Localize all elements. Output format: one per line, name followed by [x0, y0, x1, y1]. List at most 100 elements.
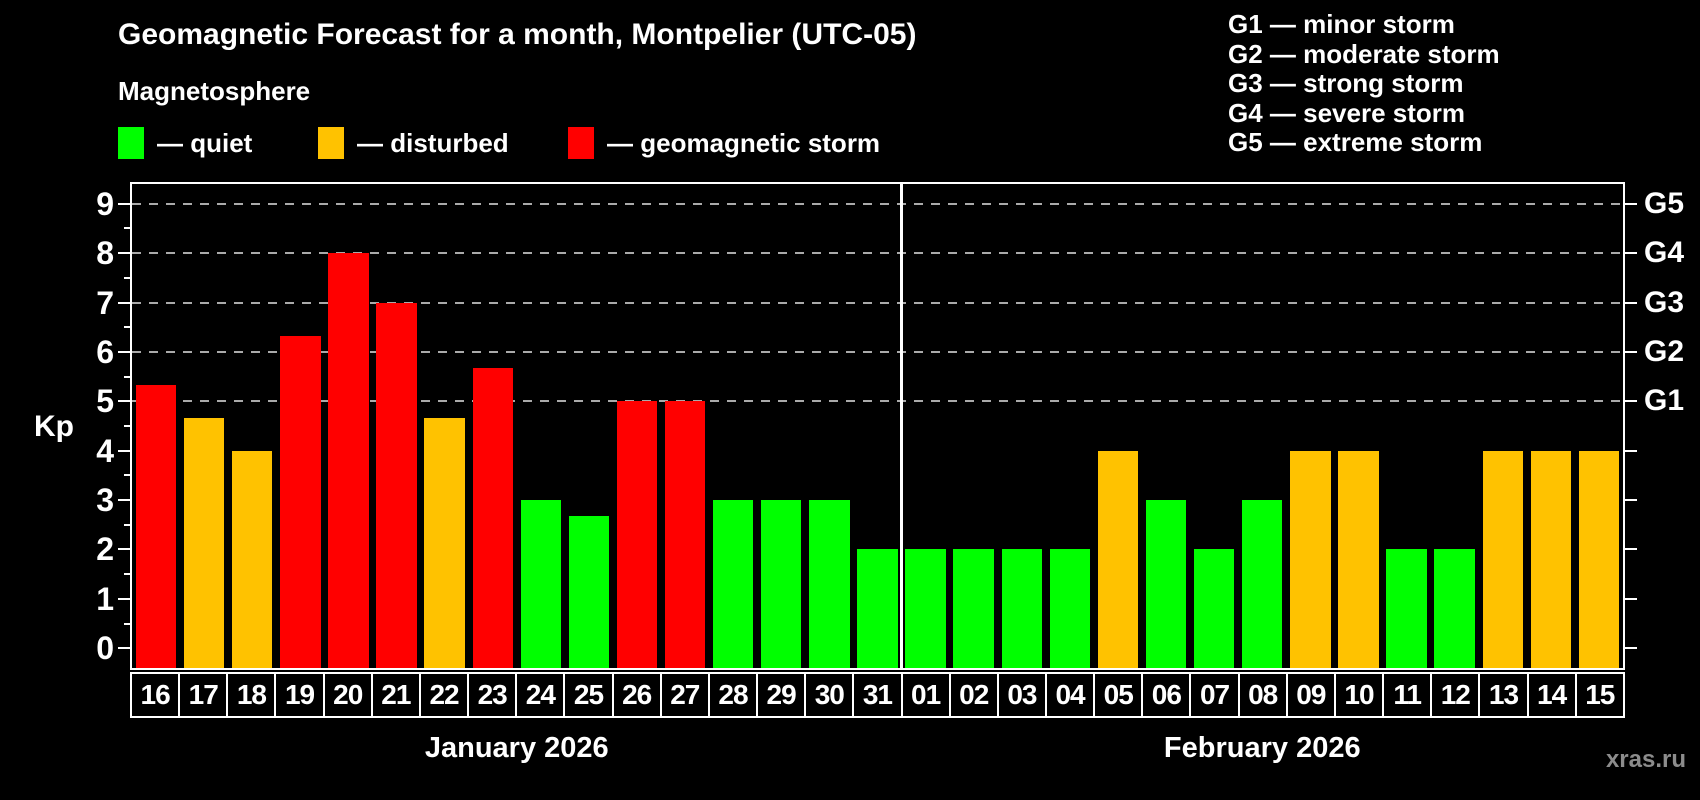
kp-bar: [520, 500, 561, 668]
day-cell: 16: [130, 672, 179, 718]
y-axis-tick: [118, 252, 130, 255]
day-cell: 08: [1237, 672, 1286, 718]
day-label: 26: [622, 679, 652, 710]
day-label: 05: [1103, 679, 1134, 710]
g-axis-tick: [1625, 301, 1637, 304]
day-cell: 01: [900, 672, 949, 718]
g-axis-label: G2: [1644, 334, 1685, 368]
day-label: 20: [333, 679, 363, 710]
day-cell: 07: [1189, 672, 1238, 718]
y-tick-label: 5: [96, 383, 114, 420]
day-label: 25: [573, 679, 604, 710]
kp-bar: [1434, 549, 1475, 668]
legend-label-quiet: — quiet: [157, 127, 253, 158]
g5-legend-line: G5 — extreme storm: [1228, 127, 1483, 157]
kp-bar: [616, 401, 658, 668]
y-axis-tick: [118, 548, 130, 551]
plot-area: [130, 182, 1625, 670]
kp-bar: [472, 368, 513, 668]
y-axis-tick: [118, 350, 130, 353]
g-axis-tick: [1625, 202, 1637, 205]
day-label: 15: [1585, 679, 1615, 710]
g-axis-label: G1: [1644, 384, 1685, 418]
y-tick-label: 1: [96, 580, 114, 617]
day-label: 22: [429, 679, 459, 710]
kp-bar: [1097, 450, 1139, 668]
kp-bar: [232, 450, 273, 668]
day-label: 24: [525, 679, 556, 710]
kp-bar: [1049, 549, 1091, 668]
day-label: 04: [1055, 679, 1085, 710]
day-cell: 02: [948, 672, 997, 718]
storm-color-swatch: [568, 127, 594, 159]
day-cell: 21: [370, 672, 419, 718]
day-cell: 24: [515, 672, 564, 718]
g3-legend-line: G3 — strong storm: [1228, 68, 1464, 98]
g-axis-label: G5: [1644, 186, 1685, 220]
day-label: 10: [1344, 679, 1374, 710]
y-axis-tick: [118, 449, 130, 452]
kp-bar: [809, 500, 850, 668]
g-axis-tick: [1625, 647, 1637, 650]
g-axis-tick: [1625, 548, 1637, 551]
day-cell: 19: [274, 672, 323, 718]
day-label: 03: [1007, 679, 1037, 710]
g4-legend-line: G4 — severe storm: [1228, 97, 1466, 128]
day-label: 13: [1488, 679, 1519, 710]
kp-bar: [857, 549, 898, 668]
day-label: 27: [670, 679, 700, 710]
g-axis-tick: [1625, 400, 1637, 403]
y-axis-tick: [118, 597, 130, 600]
gridline: [132, 400, 1623, 403]
kp-bar: [664, 401, 706, 668]
day-cell: 04: [1044, 672, 1094, 718]
chart-subtitle: Magnetosphere: [118, 76, 311, 106]
day-label: 11: [1393, 679, 1422, 710]
kp-bar: [280, 335, 321, 668]
g-axis-tick: [1625, 597, 1637, 600]
y-tick-label: 0: [96, 630, 114, 667]
y-tick-label: 9: [96, 185, 114, 222]
y-axis-minor-tick: [124, 276, 130, 279]
y-axis-minor-tick: [124, 573, 130, 576]
day-axis-row: 16 17 18 19 20 21 22 23 24 25 26 27 28 29 30 31 01 02 03 04…: [130, 672, 1625, 718]
y-tick-label: 3: [96, 482, 114, 519]
g-scale-legend: G1 — minor storm G2 — moderate storm G3 …: [1228, 9, 1500, 158]
kp-bar: [1242, 500, 1283, 668]
y-axis-minor-tick: [124, 622, 130, 625]
day-label: 08: [1248, 679, 1278, 710]
g-axis-tick: [1625, 449, 1637, 452]
day-label: 18: [236, 679, 267, 710]
gridline: [132, 202, 1623, 205]
y-axis-label: Kp: [34, 410, 74, 443]
day-label: 17: [188, 679, 219, 710]
day-cell: 09: [1285, 672, 1334, 718]
gridline: [132, 350, 1623, 353]
gridline: [132, 301, 1623, 304]
day-label: 30: [814, 679, 845, 710]
day-cell: 14: [1526, 672, 1575, 718]
gridline: [132, 252, 1623, 255]
day-label: 19: [284, 679, 315, 710]
g-axis-label: G4: [1644, 236, 1685, 270]
y-axis-tick: [118, 202, 130, 205]
kp-bar: [761, 500, 802, 668]
kp-bar: [376, 302, 417, 668]
y-tick-label: 8: [96, 235, 114, 272]
watermark: xras.ru: [1605, 746, 1686, 773]
y-tick-label: 2: [96, 531, 114, 568]
g-axis-tick: [1625, 350, 1637, 353]
day-cell: 03: [996, 672, 1045, 718]
day-label: 14: [1537, 679, 1567, 710]
y-axis-minor-tick: [124, 425, 130, 427]
quiet-color-swatch: [118, 127, 144, 159]
day-cell: 12: [1430, 672, 1479, 718]
day-cell: 30: [804, 672, 853, 718]
day-cell: 29: [756, 672, 805, 718]
day-label: 16: [140, 679, 171, 710]
day-label: 21: [381, 679, 411, 710]
kp-bar: [1578, 450, 1620, 668]
kp-bar: [568, 516, 610, 668]
page-title: Geomagnetic Forecast for a month, Montpe…: [118, 18, 917, 51]
